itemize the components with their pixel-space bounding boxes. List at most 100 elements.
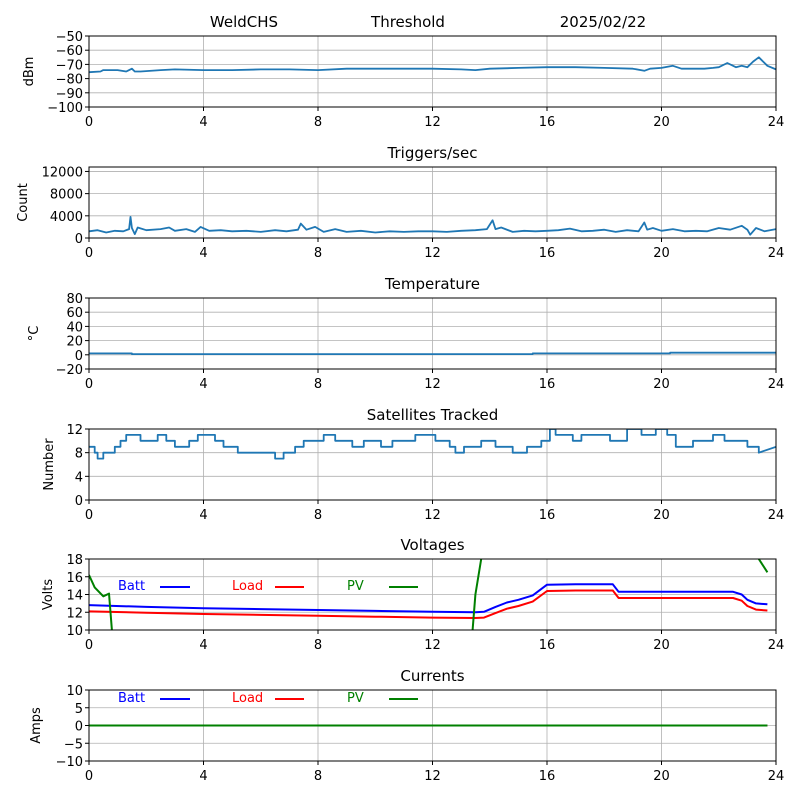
x-tick-label: 24 — [768, 638, 785, 653]
series-rssi-line — [89, 56, 776, 74]
header-station: WeldCHS — [210, 13, 278, 31]
x-tick-label: 8 — [314, 115, 322, 130]
y-axis-label: Count — [16, 183, 31, 222]
series-triggers-line — [89, 216, 776, 236]
legend-label-load: Load — [232, 691, 263, 706]
x-tick-label: 12 — [424, 377, 441, 392]
x-tick-label: 20 — [653, 115, 670, 130]
y-axis-label: Volts — [41, 579, 56, 611]
x-tick-label: 4 — [199, 246, 207, 261]
x-tick-label: 4 — [199, 769, 207, 784]
panel-triggers: 0 4 8 12 16 20 24 0 4000 8000 12000 Triggers/sec Cou… — [16, 144, 784, 261]
x-tick-label: 4 — [199, 508, 207, 523]
x-tick-label: 20 — [653, 769, 670, 784]
y-tick-label: 14 — [66, 589, 83, 604]
y-axis-label: Number — [42, 438, 57, 491]
y-axis-label: °C — [27, 326, 42, 342]
x-tick-label: 4 — [199, 115, 207, 130]
panel-satellites: 0 4 8 12 16 20 24 12 8 4 0 Satellites Tracked Number — [42, 406, 784, 523]
panel-voltages: 0 4 8 12 16 20 24 18 16 14 12 10 Voltages Volts Batt Lo… — [41, 536, 784, 653]
y-tick-label: 5 — [75, 702, 83, 717]
x-tick-label: 12 — [424, 638, 441, 653]
x-tick-label: 4 — [199, 638, 207, 653]
y-tick-label: 12000 — [42, 165, 83, 180]
x-tick-label: 12 — [424, 508, 441, 523]
x-tick-label: 24 — [768, 377, 785, 392]
x-tick-label: 0 — [85, 377, 93, 392]
y-tick-label: −100 — [47, 101, 83, 116]
x-tick-label: 16 — [539, 638, 556, 653]
series-batt-line — [89, 583, 768, 614]
y-tick-label: 20 — [66, 335, 83, 350]
legend-label-batt: Batt — [118, 579, 145, 594]
y-axis-label: dBm — [22, 57, 37, 87]
panel-title: Satellites Tracked — [367, 406, 498, 424]
y-tick-label: 4000 — [50, 210, 83, 225]
y-tick-label: 8 — [75, 447, 83, 462]
x-tick-label: 16 — [539, 769, 556, 784]
panel-title: Voltages — [400, 536, 464, 554]
x-tick-label: 0 — [85, 508, 93, 523]
x-tick-label: 0 — [85, 115, 93, 130]
panel-title: Temperature — [384, 275, 480, 293]
x-tick-label: 12 — [424, 115, 441, 130]
x-tick-label: 0 — [85, 246, 93, 261]
y-tick-label: 4 — [75, 470, 83, 485]
x-tick-label: 12 — [424, 769, 441, 784]
x-tick-label: 16 — [539, 508, 556, 523]
x-tick-label: 8 — [314, 246, 322, 261]
y-tick-label: 40 — [66, 320, 83, 335]
y-tick-label: 18 — [66, 553, 83, 568]
legend-label-batt: Batt — [118, 691, 145, 706]
series-load-line — [89, 589, 768, 619]
y-tick-label: −10 — [56, 755, 83, 770]
x-tick-label: 4 — [199, 377, 207, 392]
legend-label-load: Load — [232, 579, 263, 594]
series-pv-line — [757, 559, 769, 573]
y-tick-label: 80 — [66, 292, 83, 307]
series-pv-line — [89, 574, 113, 630]
panel-title: Currents — [400, 667, 464, 685]
x-tick-label: 16 — [539, 115, 556, 130]
series-temperature-line — [89, 351, 776, 355]
x-tick-label: 16 — [539, 377, 556, 392]
x-tick-label: 24 — [768, 115, 785, 130]
y-tick-label: −20 — [56, 363, 83, 378]
x-tick-label: 8 — [314, 638, 322, 653]
y-tick-label: −80 — [56, 73, 83, 88]
x-tick-label: 8 — [314, 769, 322, 784]
y-tick-label: −5 — [64, 737, 83, 752]
x-tick-label: 0 — [85, 638, 93, 653]
y-tick-label: 0 — [75, 349, 83, 364]
x-tick-label: 20 — [653, 638, 670, 653]
header-date: 2025/02/22 — [560, 13, 646, 31]
y-tick-label: 0 — [75, 232, 83, 247]
y-tick-label: 60 — [66, 306, 83, 321]
y-tick-label: 0 — [75, 494, 83, 509]
series-pv-line — [471, 559, 483, 630]
x-tick-label: 8 — [314, 508, 322, 523]
x-tick-label: 16 — [539, 246, 556, 261]
legend-label-pv: PV — [347, 579, 364, 594]
y-tick-label: 12 — [66, 606, 83, 621]
series-satellites-line — [89, 429, 776, 460]
y-tick-label: 10 — [66, 624, 83, 639]
x-tick-label: 24 — [768, 508, 785, 523]
y-tick-label: 12 — [66, 423, 83, 438]
legend-label-pv: PV — [347, 691, 364, 706]
panel-title: Triggers/sec — [387, 144, 478, 162]
y-tick-label: −60 — [56, 44, 83, 59]
header-mode: Threshold — [370, 13, 445, 31]
x-tick-label: 20 — [653, 377, 670, 392]
y-tick-label: 16 — [66, 571, 83, 586]
y-axis-label: Amps — [29, 707, 44, 744]
panel-currents: 0 4 8 12 16 20 24 10 5 0 −5 −10 Currents Amps Batt Load… — [29, 667, 784, 784]
y-tick-label: 8000 — [50, 188, 83, 203]
panel-rssi: 0 4 8 12 16 20 24 −50−60−70−80−90−100 dBm — [22, 30, 784, 130]
x-tick-label: 20 — [653, 508, 670, 523]
x-tick-label: 20 — [653, 246, 670, 261]
y-tick-label: −70 — [56, 58, 83, 73]
